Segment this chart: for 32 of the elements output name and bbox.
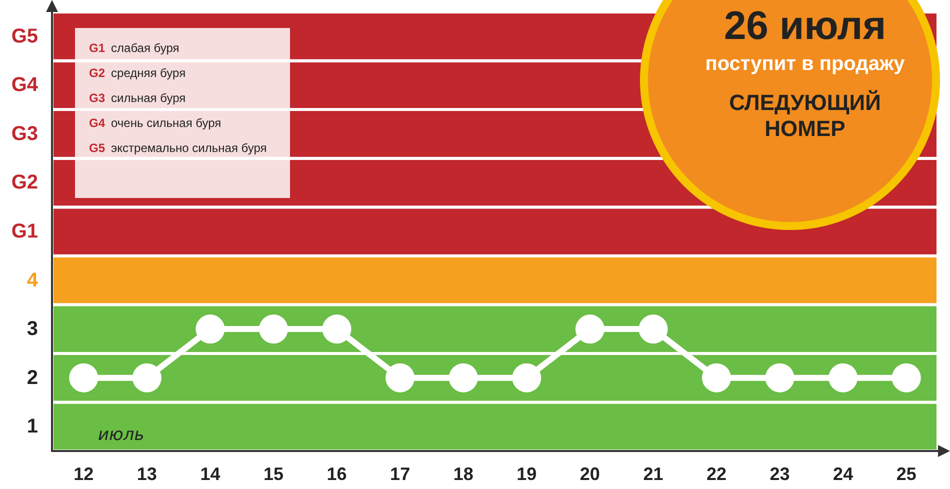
y-tick-label: 3: [26, 318, 38, 340]
x-tick-label: 17: [390, 464, 410, 484]
y-tick-label: G3: [11, 122, 38, 145]
y-tick-label: 1: [26, 416, 38, 438]
x-tick-label: 20: [580, 464, 600, 484]
annotation: G2 средняя буря: [89, 65, 187, 82]
x-tick-label: 22: [706, 464, 727, 484]
y-tick-label: G4: [11, 74, 39, 96]
annotation: СЛЕДУЮЩИЙ НОМЕР: [728, 90, 882, 142]
y-tick-label: G2: [11, 172, 38, 194]
x-tick-label: 15: [263, 464, 284, 484]
annotation: 26 июля: [722, 4, 888, 49]
annotation: G5 экстремально сильная буря: [89, 140, 268, 157]
y-tick-label: 4: [26, 269, 39, 292]
x-tick-label: 13: [136, 464, 157, 484]
annotation: поступит в продажу: [704, 53, 906, 76]
x-tick-label: 24: [833, 464, 854, 484]
y-tick-label: G1: [11, 220, 38, 242]
x-tick-label: 16: [326, 464, 347, 484]
annotation: G1 слабая буря: [89, 40, 180, 57]
x-tick-label: 12: [74, 464, 94, 484]
y-tick-label: G5: [11, 25, 38, 48]
y-tick-label: 2: [26, 366, 38, 389]
x-tick-label: 19: [516, 464, 537, 484]
annotation: G3 сильная буря: [89, 90, 187, 107]
annotation: G4 очень сильная буря: [89, 115, 222, 132]
x-tick-label: 25: [896, 464, 916, 484]
x-tick-label: 18: [453, 464, 474, 484]
annotation: июль: [98, 425, 144, 445]
x-tick-label: 23: [770, 464, 790, 484]
x-tick-label: 21: [643, 464, 664, 484]
x-tick-label: 14: [200, 464, 220, 484]
